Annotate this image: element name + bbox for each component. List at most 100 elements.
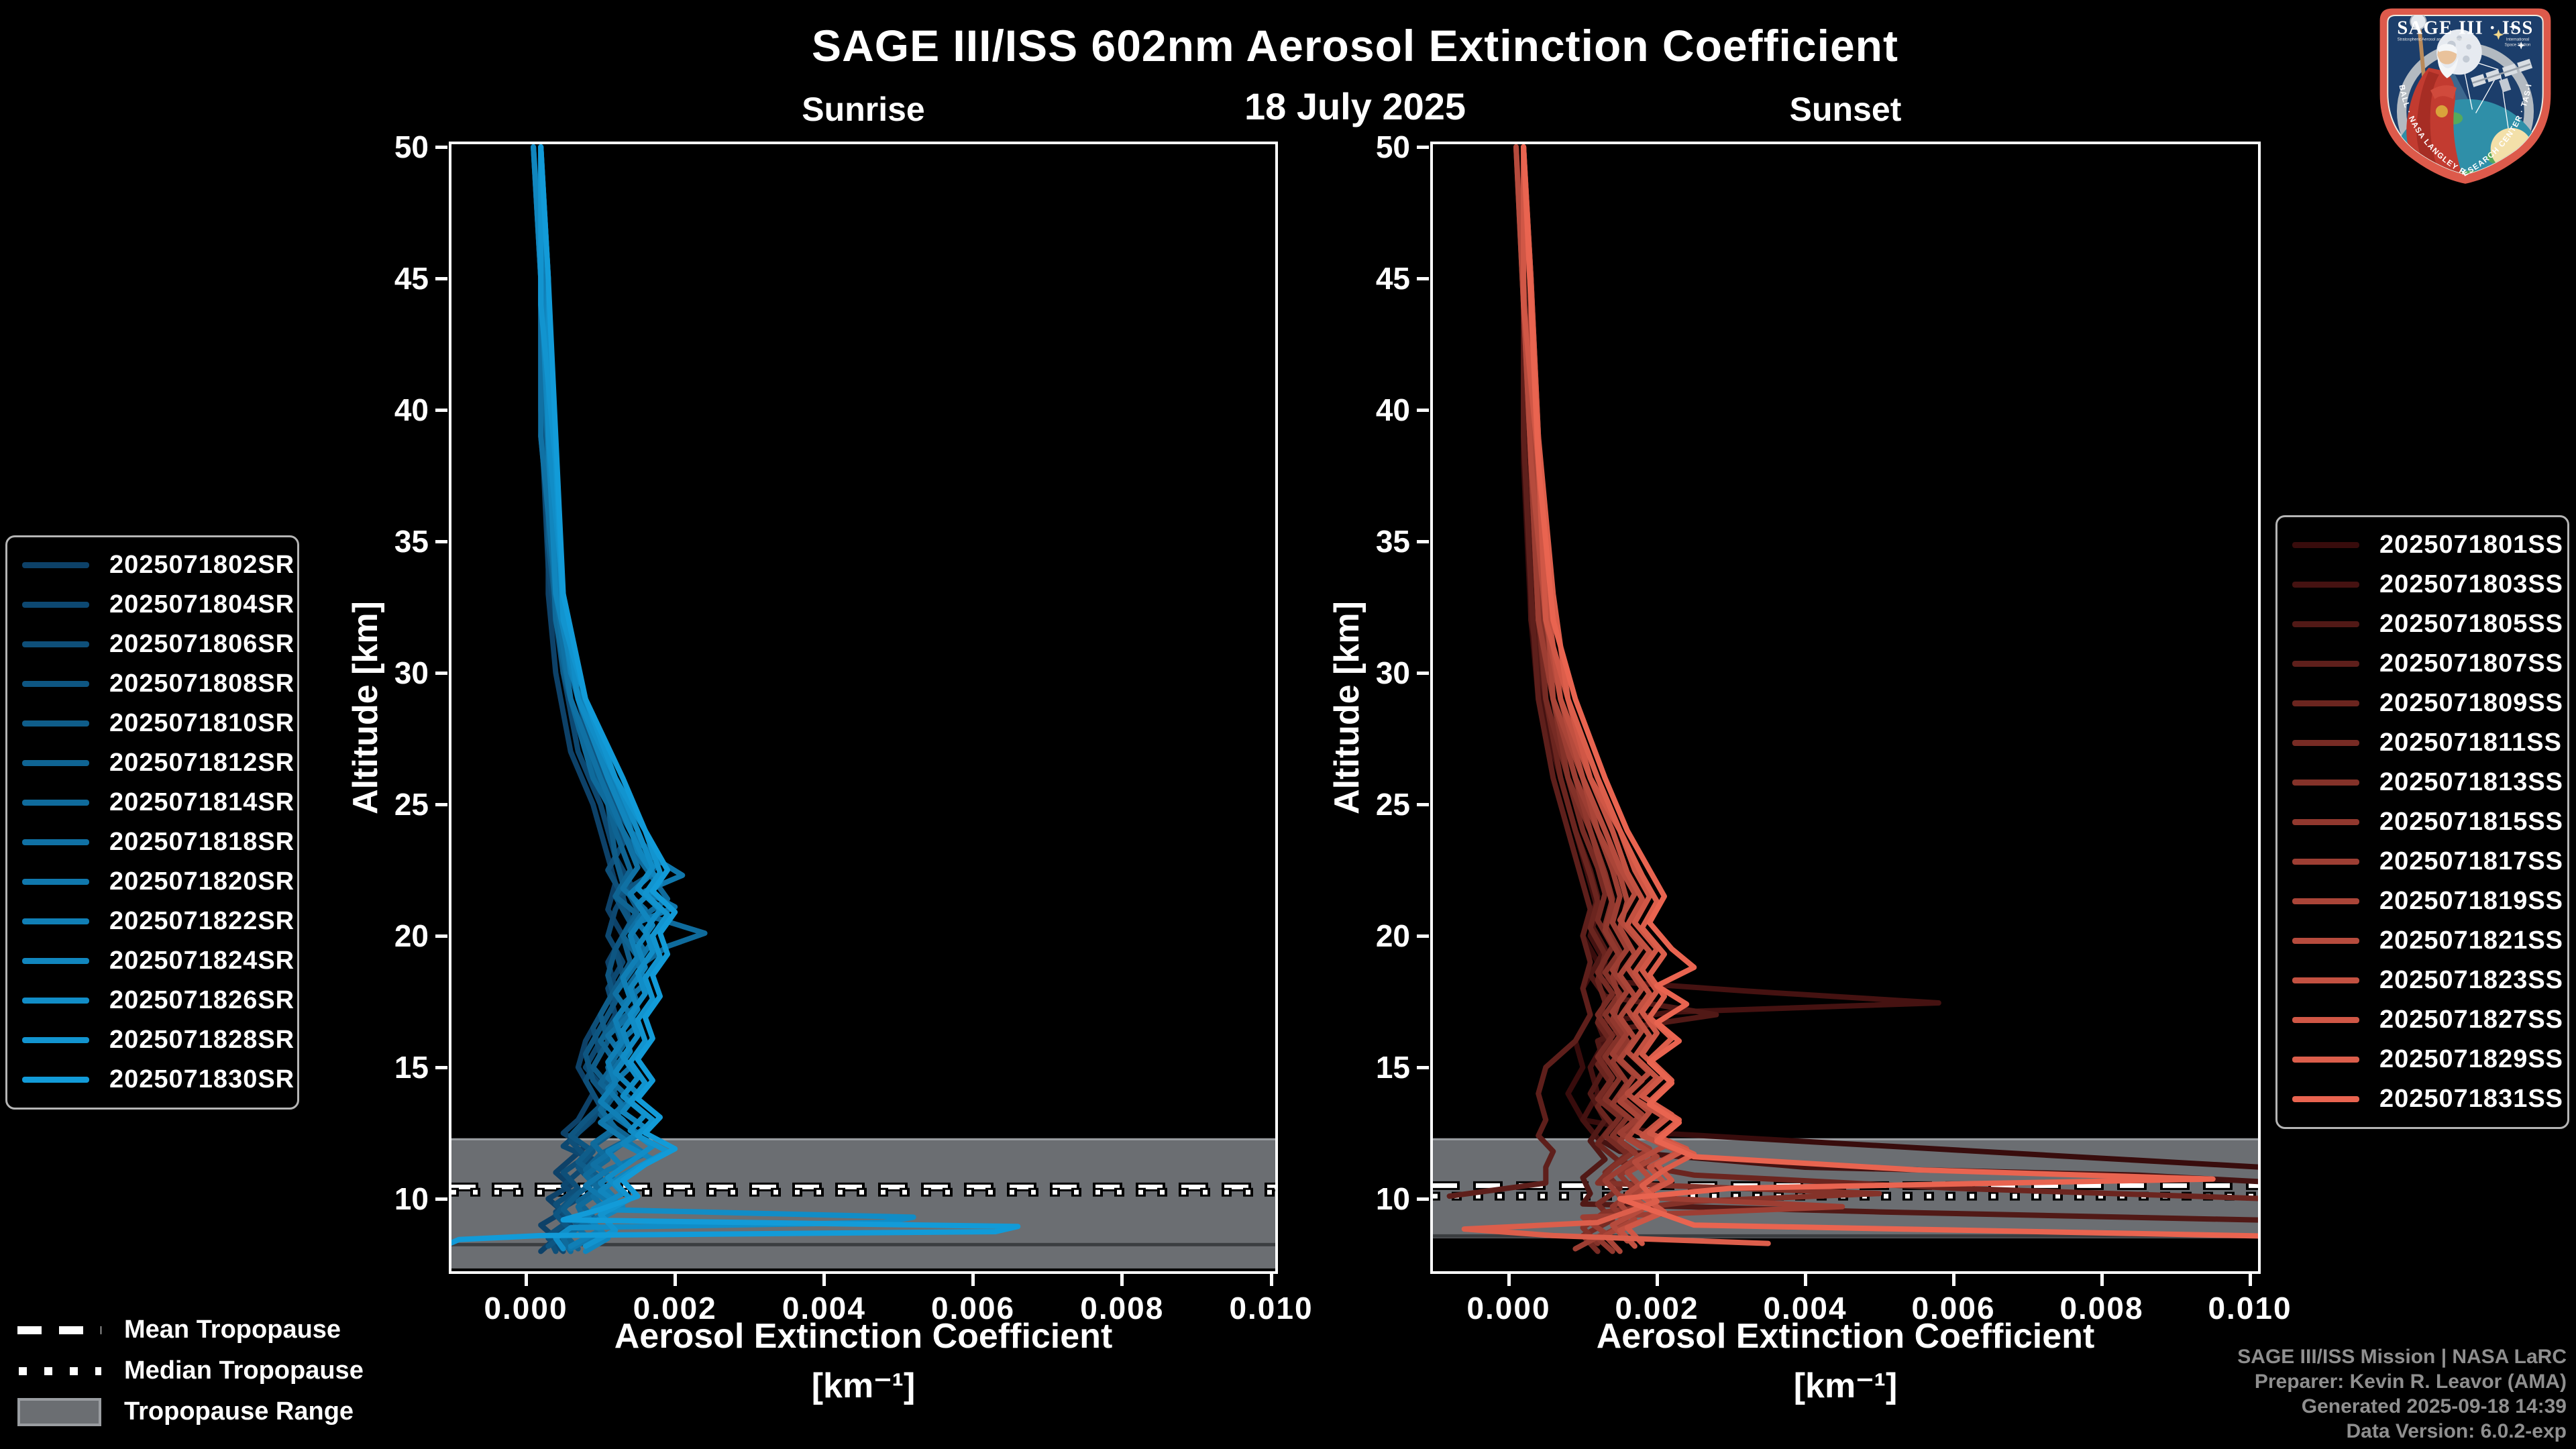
legend-entry: 2025071827SS — [2277, 1000, 2567, 1040]
legend-entry: 2025071810SR — [7, 704, 297, 743]
legend-entry-label: 2025071801SS — [2379, 531, 2564, 559]
x-tick-mark — [1120, 1274, 1124, 1286]
sunset-plot-area — [1430, 142, 2261, 1274]
legend-entry-label: 2025071827SS — [2379, 1006, 2564, 1034]
legend-entry-label: 2025071821SS — [2379, 926, 2564, 955]
tropopause-range-label: Tropopause Range — [124, 1397, 354, 1426]
y-tick-label: 20 — [1375, 918, 1410, 953]
y-tick-label: 35 — [1375, 524, 1410, 559]
legend-entry-label: 2025071828SR — [109, 1026, 295, 1054]
y-tick-mark — [435, 934, 447, 938]
y-tick-mark — [1417, 408, 1429, 412]
y-tick-label: 40 — [1375, 392, 1410, 427]
y-tick-mark — [1417, 1197, 1429, 1201]
legend-line-swatch-icon — [22, 641, 89, 647]
x-tick-mark — [673, 1274, 677, 1286]
y-tick-label: 10 — [1375, 1181, 1410, 1216]
sunset-xaxis-label: Aerosol Extinction Coefficient — [1596, 1317, 2095, 1356]
x-tick-label: 0.008 — [2059, 1291, 2144, 1326]
sunset-yaxis-label: Altitude [km] — [1328, 601, 1366, 814]
y-tick-mark — [435, 276, 447, 280]
legend-line-swatch-icon — [22, 681, 89, 687]
y-tick-mark — [1417, 539, 1429, 543]
legend-entry-label: 2025071806SR — [109, 630, 295, 658]
profile-line-2025071823SS — [1521, 144, 1682, 1249]
profile-line-2025071831SS — [1521, 144, 2258, 1239]
legend-entry-label: 2025071823SS — [2379, 966, 2564, 994]
legend-entry-label: 2025071814SR — [109, 788, 295, 816]
y-tick-label: 45 — [394, 261, 429, 296]
legend-line-swatch-icon — [2292, 700, 2359, 706]
x-tick-label: 0.006 — [931, 1291, 1016, 1326]
figure-date: 18 July 2025 — [1244, 85, 1466, 127]
legend-entry: 2025071828SR — [7, 1020, 297, 1060]
x-tick-mark — [1803, 1274, 1807, 1286]
legend-entry: 2025071806SR — [7, 625, 297, 664]
credit-preparer: Preparer: Kevin R. Leavor (AMA) — [2254, 1371, 2567, 1393]
legend-line-swatch-icon — [2292, 898, 2359, 904]
x-tick-label: 0.002 — [1615, 1291, 1699, 1326]
legend-entry-label: 2025071803SS — [2379, 570, 2564, 598]
legend-line-swatch-icon — [2292, 1096, 2359, 1102]
legend-entry: 2025071815SS — [2277, 802, 2567, 842]
legend-entry: 2025071824SR — [7, 941, 297, 981]
median-tropopause-dotted-line-icon — [17, 1356, 101, 1386]
y-tick-label: 50 — [1375, 129, 1410, 164]
y-tick-mark — [435, 802, 447, 806]
sunrise-xaxis-label: Aerosol Extinction Coefficient — [614, 1317, 1113, 1356]
legend-entry-label: 2025071813SS — [2379, 768, 2564, 796]
x-tick-label: 0.002 — [633, 1291, 717, 1326]
legend-line-swatch-icon — [22, 720, 89, 727]
legend-line-swatch-icon — [22, 958, 89, 964]
legend-entry-label: 2025071817SS — [2379, 847, 2564, 875]
sunrise-xaxis-units: [km⁻¹] — [811, 1366, 916, 1405]
mission-patch-icon: SAGE III · ISS Stratospheric Aerosol and… — [2375, 0, 2551, 184]
legend-line-swatch-icon — [2292, 661, 2359, 667]
y-tick-label: 35 — [394, 524, 429, 559]
logo-subtitle-left: Stratospheric Aerosol and Gas Experiment… — [2398, 38, 2478, 42]
profile-line-2025071830SR — [451, 144, 1021, 1246]
legend-entry: 2025071817SS — [2277, 842, 2567, 881]
panel-title-sunset: Sunset — [1789, 91, 1902, 128]
sunset-xaxis-units: [km⁻¹] — [1793, 1366, 1898, 1405]
legend-entry: 2025071818SR — [7, 822, 297, 862]
tropopause-legend: Mean Tropopause Median Tropopause Tropop… — [15, 1309, 364, 1432]
y-tick-label: 15 — [1375, 1050, 1410, 1085]
legend-entry: 2025071823SS — [2277, 961, 2567, 1000]
x-tick-label: 0.004 — [782, 1291, 866, 1326]
x-tick-label: 0.006 — [1911, 1291, 1996, 1326]
credit-generated: Generated 2025-09-18 14:39 — [2301, 1395, 2567, 1417]
legend-entry: 2025071808SR — [7, 664, 297, 704]
logo-subtitle-right-1: International — [2506, 38, 2529, 42]
legend-entry: 2025071812SR — [7, 743, 297, 783]
legend-line-swatch-icon — [2292, 1057, 2359, 1063]
legend-line-swatch-icon — [2292, 740, 2359, 746]
legend-entry-label: 2025071829SS — [2379, 1045, 2564, 1073]
legend-line-swatch-icon — [22, 1077, 89, 1083]
legend-entry-label: 2025071818SR — [109, 828, 295, 856]
x-tick-label: 0.010 — [2208, 1291, 2292, 1326]
credits-block: SAGE III/ISS Mission | NASA LaRC Prepare… — [2237, 1344, 2567, 1444]
median-tropopause-label: Median Tropopause — [124, 1356, 364, 1385]
legend-entry: 2025071820SR — [7, 862, 297, 902]
legend-line-swatch-icon — [2292, 621, 2359, 627]
legend-line-swatch-icon — [22, 602, 89, 608]
x-tick-label: 0.004 — [1763, 1291, 1847, 1326]
legend-entry: 2025071829SS — [2277, 1040, 2567, 1079]
y-tick-mark — [435, 671, 447, 675]
legend-entry: 2025071831SS — [2277, 1079, 2567, 1119]
legend-entry-label: 2025071805SS — [2379, 610, 2564, 638]
credit-mission: SAGE III/ISS Mission | NASA LaRC — [2237, 1346, 2567, 1368]
x-tick-label: 0.008 — [1080, 1291, 1165, 1326]
x-tick-mark — [1655, 1274, 1659, 1286]
y-tick-label: 10 — [394, 1181, 429, 1216]
sage-iii-iss-logo: SAGE III · ISS Stratospheric Aerosol and… — [2375, 0, 2553, 189]
legend-entry: 2025071822SR — [7, 902, 297, 941]
x-tick-label: 0.000 — [484, 1291, 568, 1326]
y-tick-label: 20 — [394, 918, 429, 953]
legend-line-swatch-icon — [2292, 542, 2359, 548]
y-tick-label: 30 — [1375, 655, 1410, 690]
logo-subtitle-right-2: Space Station — [2505, 43, 2531, 48]
y-tick-mark — [435, 1065, 447, 1069]
legend-entry-label: 2025071826SR — [109, 986, 295, 1014]
